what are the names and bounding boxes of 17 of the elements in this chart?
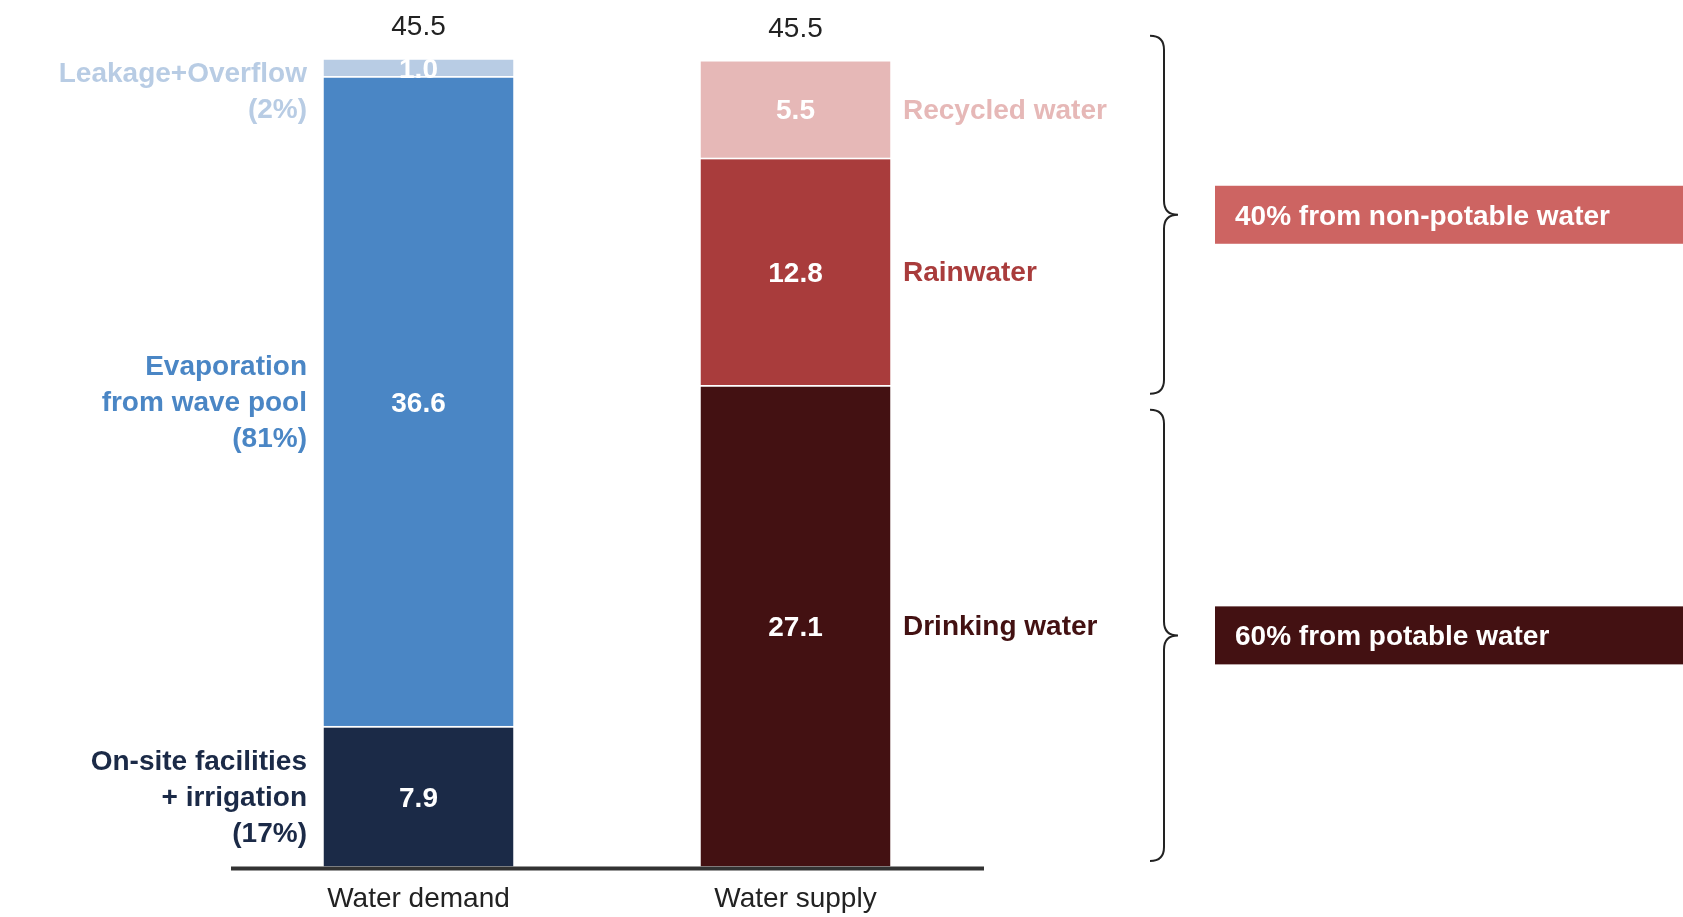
- data-label: 5.5: [776, 94, 815, 126]
- data-label: 7.9: [399, 781, 438, 813]
- series-label: Leakage+Overflow (2%): [58, 57, 308, 124]
- series-label: Rainwater: [903, 256, 1037, 288]
- series-label: Recycled water: [903, 93, 1107, 125]
- series-label: On-site facilities + irrigation (17%): [90, 744, 307, 848]
- data-label: 27.1: [768, 611, 823, 643]
- total-label: 45.5: [768, 11, 823, 43]
- total-label: 45.5: [391, 10, 446, 41]
- series-label: Drinking water: [903, 610, 1098, 642]
- text: 60% from potable water: [1235, 620, 1550, 652]
- x-tick-label: Water demand: [327, 882, 510, 913]
- series-label: Evaporation from wave pool (81%): [101, 349, 307, 453]
- text: 40% from non-potable water: [1235, 199, 1611, 231]
- x-tick-label: Water supply: [714, 882, 877, 913]
- data-label: 36.6: [391, 386, 446, 418]
- data-label: 12.8: [768, 256, 823, 288]
